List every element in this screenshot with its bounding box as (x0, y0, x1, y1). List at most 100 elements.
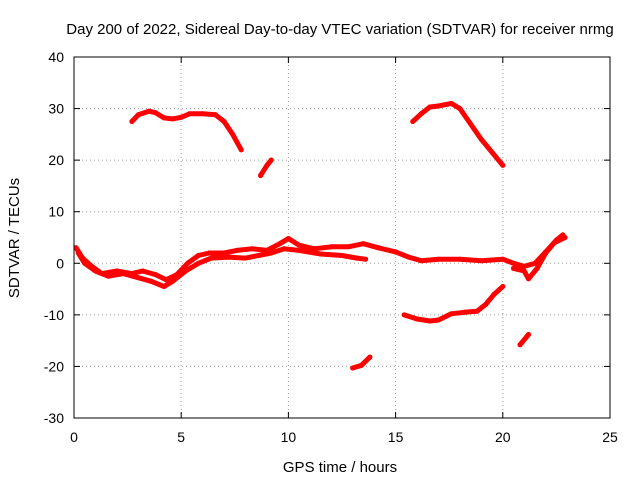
data-point (161, 115, 167, 121)
data-point (363, 256, 369, 262)
data-point (221, 250, 227, 256)
series-arc-upper-late (410, 100, 506, 168)
data-point (393, 249, 399, 255)
data-point (354, 255, 360, 261)
series-arc-near-zero-b (75, 246, 369, 289)
data-point (478, 258, 484, 264)
data-point (200, 111, 206, 117)
data-point (551, 240, 557, 246)
data-point (208, 255, 214, 261)
data-point (234, 247, 240, 253)
data-point (225, 254, 231, 260)
data-point (345, 244, 351, 250)
data-point (436, 317, 441, 323)
y-tick-label: 30 (48, 101, 64, 117)
data-point (92, 268, 98, 274)
data-point (243, 255, 248, 261)
data-point (448, 311, 454, 317)
data-point (296, 242, 302, 248)
data-point (500, 284, 506, 289)
data-point (178, 114, 184, 120)
data-point (153, 272, 158, 278)
data-point (448, 100, 454, 106)
grid (74, 57, 610, 418)
data-point (249, 246, 255, 252)
data-point (135, 275, 141, 281)
data-point (195, 253, 201, 258)
data-point (457, 256, 463, 262)
y-tick-label: 40 (48, 49, 64, 65)
data-point (521, 268, 527, 274)
data-point (238, 147, 244, 153)
data-point (436, 103, 441, 109)
data-point (500, 256, 506, 262)
data-point (521, 263, 527, 269)
x-tick-label: 0 (70, 429, 78, 445)
data-point (230, 131, 236, 137)
data-point (311, 246, 317, 252)
data-point (328, 244, 334, 250)
data-point (170, 116, 176, 122)
data-point (140, 268, 146, 274)
data-point (129, 119, 135, 124)
data-point (427, 318, 433, 324)
data-point (457, 106, 463, 112)
data-point (489, 149, 495, 155)
data-point (285, 236, 291, 241)
data-point (358, 362, 364, 368)
series-arc-lower-a (401, 284, 506, 324)
data-point (478, 137, 484, 142)
data-point (360, 241, 366, 247)
data-point (562, 235, 568, 240)
data-point (258, 173, 263, 179)
data-point (170, 278, 176, 284)
data-point (264, 162, 270, 168)
data-point (105, 273, 111, 279)
data-point (526, 276, 531, 282)
data-point (427, 104, 433, 110)
y-tick-label: -30 (44, 410, 64, 426)
data-point (339, 253, 345, 258)
data-series (73, 100, 568, 371)
data-point (532, 260, 538, 266)
data-point (187, 111, 193, 117)
data-point (375, 245, 381, 251)
data-point (120, 271, 126, 277)
data-point (350, 365, 356, 371)
data-point (296, 247, 302, 253)
data-point (418, 111, 424, 117)
data-point (161, 284, 167, 289)
data-point (418, 258, 424, 264)
data-point (414, 316, 420, 322)
data-point (500, 162, 506, 168)
data-point (410, 119, 416, 124)
data-point (73, 245, 79, 251)
data-point (255, 253, 261, 258)
x-tick-label: 20 (495, 429, 511, 445)
axis-ticks: 0 5 10 15 20 25 -30 -20 -10 0 10 20 30 40 (44, 49, 618, 445)
data-point (401, 312, 407, 318)
data-point (195, 260, 201, 266)
data-point (268, 250, 274, 256)
y-axis-label: SDTVAR / TECUs (6, 178, 23, 298)
data-point (511, 260, 516, 266)
y-tick-label: 10 (48, 204, 64, 220)
data-point (526, 332, 531, 337)
data-point (213, 112, 218, 118)
x-tick-label: 25 (602, 429, 618, 445)
y-tick-label: 20 (48, 152, 64, 168)
data-point (517, 342, 523, 348)
y-tick-label: -20 (44, 358, 64, 374)
data-point (367, 354, 373, 360)
data-point (543, 250, 549, 256)
data-point (148, 278, 154, 284)
data-point (153, 110, 158, 116)
data-point (491, 291, 497, 297)
plot-frame (73, 56, 611, 419)
data-point (483, 302, 489, 307)
data-point (318, 251, 324, 257)
x-tick-label: 15 (388, 429, 404, 445)
data-point (406, 254, 411, 260)
